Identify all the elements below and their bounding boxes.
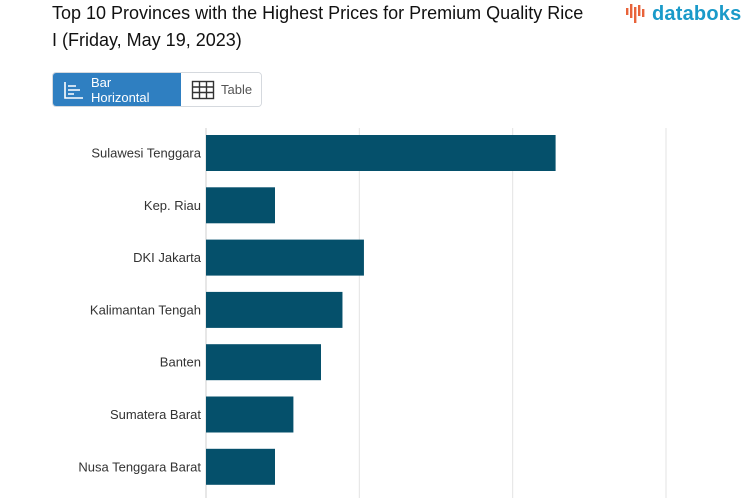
bar[interactable] xyxy=(206,448,275,485)
bar[interactable] xyxy=(206,344,321,381)
chart-title: Top 10 Provinces with the Highest Prices… xyxy=(52,3,584,50)
bar-horizontal-button[interactable]: Bar Horizontal xyxy=(53,73,181,106)
view-toggle: Bar Horizontal Table xyxy=(52,72,262,107)
table-label: Table xyxy=(221,82,253,97)
category-label: Banten xyxy=(160,355,201,370)
bar[interactable] xyxy=(206,291,343,328)
category-label: Sulawesi Tenggara xyxy=(91,146,201,161)
databoks-logo[interactable]: databoks xyxy=(624,2,741,26)
category-label: Kep. Riau xyxy=(144,198,201,213)
category-label: Nusa Tenggara Barat xyxy=(78,459,201,474)
bar[interactable] xyxy=(206,239,364,276)
category-label: Kalimantan Tengah xyxy=(90,302,201,317)
logo-text: databoks xyxy=(652,2,742,25)
bar[interactable] xyxy=(206,396,294,433)
databoks-logo-icon xyxy=(626,4,645,23)
category-label: Sumatera Barat xyxy=(110,407,201,422)
bar[interactable] xyxy=(206,135,556,171)
table-grid-icon xyxy=(191,80,215,99)
bar-chart-icon xyxy=(64,81,83,99)
category-label: DKI Jakarta xyxy=(133,250,202,265)
bar-horizontal-label: Bar Horizontal xyxy=(91,74,150,105)
table-button[interactable]: Table xyxy=(181,73,261,106)
bar[interactable] xyxy=(206,187,275,224)
